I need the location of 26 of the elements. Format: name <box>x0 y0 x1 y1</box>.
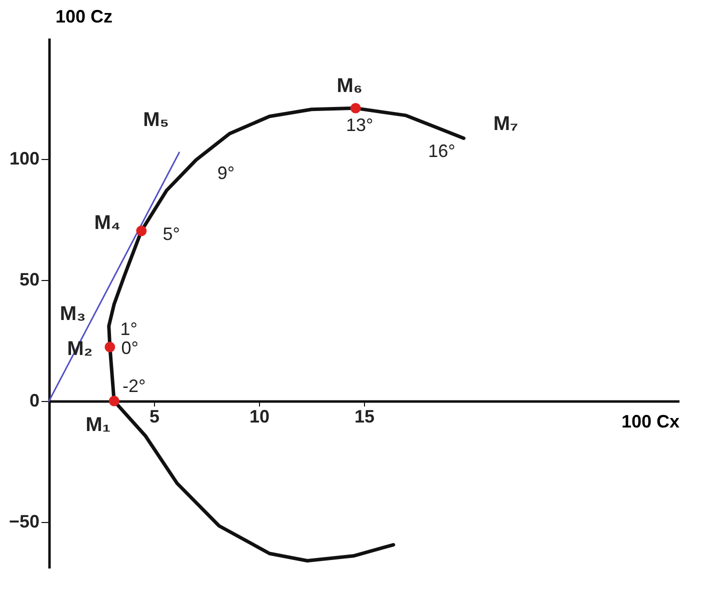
annotation: M₃ <box>60 302 86 325</box>
annotation: M₆ <box>336 75 362 98</box>
point <box>350 102 361 114</box>
annotation: 9° <box>217 162 235 183</box>
y-tick-label: −50 <box>8 512 40 532</box>
annotation: 1° <box>120 318 138 339</box>
x-tick-label: 10 <box>249 406 270 427</box>
annotation: M₄ <box>94 212 120 234</box>
y-tick-label: 100 <box>9 148 40 169</box>
x-tick-label: 15 <box>354 406 375 427</box>
annotation: M₇ <box>493 113 518 136</box>
x-tick-label: 5 <box>149 406 160 427</box>
point <box>108 396 120 406</box>
point <box>104 342 116 352</box>
annotation: 16° <box>428 141 456 162</box>
y-tick-label: 50 <box>19 270 40 290</box>
point <box>136 226 147 236</box>
annotation: -2° <box>122 376 146 396</box>
annotation: M₅ <box>143 108 169 131</box>
y-axis-title: 100 Cz <box>56 6 113 26</box>
y-tick-label: 0 <box>29 390 40 411</box>
x-axis-title: 100 Cx <box>621 412 680 432</box>
annotation: M₁ <box>86 414 111 436</box>
annotation: 5° <box>162 224 180 244</box>
annotation: 0° <box>121 338 139 358</box>
annotation: 13° <box>346 115 374 136</box>
